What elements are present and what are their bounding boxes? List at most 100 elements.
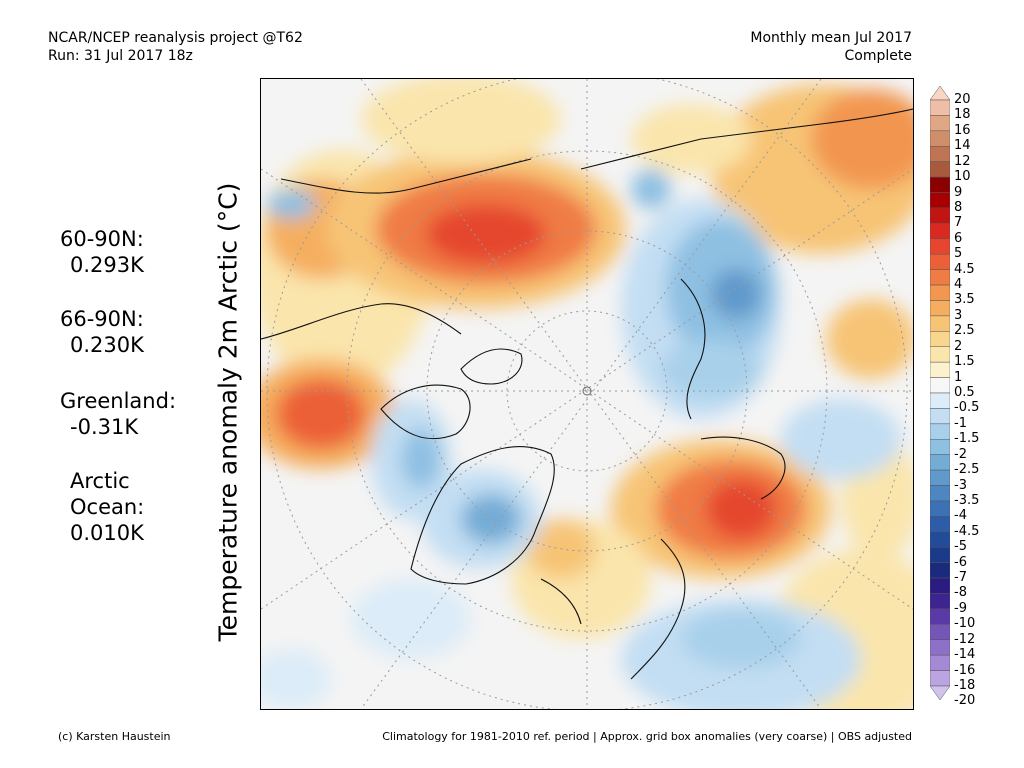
- colorbar-tick-label: 16: [954, 122, 971, 138]
- y-axis-label: Temperature anomaly 2m Arctic (°C): [213, 182, 243, 642]
- colorbar-segment: [930, 176, 950, 193]
- stat-66-90n: 66-90N: 0.230K: [60, 306, 144, 358]
- colorbar-tick-label: 6: [954, 230, 963, 246]
- colorbar-tick-label: -7: [954, 570, 967, 586]
- cold-anomaly-region: [631, 169, 671, 209]
- cold-anomaly-region: [261, 649, 331, 709]
- colorbar-tick-label: 12: [954, 153, 971, 169]
- cold-anomaly-region: [266, 189, 316, 219]
- colorbar-segment: [930, 361, 950, 378]
- colorbar-segment: [930, 408, 950, 425]
- arctic-archipelago-coast: [380, 384, 471, 440]
- colorbar-tick-label: -0.5: [954, 400, 980, 416]
- colorbar-segment: [930, 670, 950, 687]
- colorbar-segment: [930, 331, 950, 347]
- colorbar-tick-label: -2: [954, 446, 967, 462]
- colorbar-tick-label: 0.5: [954, 385, 975, 400]
- colorbar-segment: [930, 624, 950, 640]
- north-america-coast: [261, 303, 462, 340]
- colorbar-segment: [930, 469, 950, 486]
- period-title: Monthly mean Jul 2017: [750, 30, 912, 46]
- cold-anomaly-region: [711, 269, 761, 319]
- greenland-coast: [410, 446, 555, 585]
- colorbar-segment: [930, 439, 950, 455]
- colorbar-tick-label: -10: [954, 616, 976, 632]
- colorbar-segment: [930, 577, 950, 594]
- colorbar-tick-label: -8: [954, 585, 967, 601]
- colorbar-segment: [930, 161, 950, 178]
- colorbar-segment: [930, 346, 950, 363]
- colorbar-tick-label: 8: [954, 199, 963, 215]
- colorbar-segment: [930, 115, 950, 132]
- stat-label: Greenland:: [60, 389, 177, 413]
- siberia-coast: [580, 108, 913, 170]
- colorbar-segment: [930, 130, 950, 147]
- anomaly-map: [260, 78, 914, 710]
- colorbar-tick-label: -14: [954, 647, 976, 663]
- colorbar: [930, 86, 950, 700]
- header-left: NCAR/NCEP reanalysis project @T62 Run: 3…: [48, 29, 303, 65]
- colorbar-tick-label: -6: [954, 554, 967, 570]
- colorbar-segment: [930, 377, 950, 394]
- colorbar-segment: [930, 500, 950, 517]
- colorbar-segment: [930, 562, 950, 579]
- footer-note: Climatology for 1981-2010 ref. period | …: [382, 730, 912, 743]
- iceland-coast: [540, 578, 582, 625]
- siberia-coast: [680, 278, 706, 420]
- colorbar-tick-label: 3.5: [954, 292, 975, 308]
- colorbar-tick-label: -20: [954, 693, 976, 709]
- colorbar-segment: [930, 99, 950, 116]
- colorbar-tick-label: -1: [954, 415, 967, 431]
- colorbar-segment: [930, 531, 950, 548]
- cold-anomaly-region: [781, 399, 901, 479]
- stat-label: 60-90N:: [60, 227, 144, 251]
- graticule: [261, 79, 913, 709]
- colorbar-tick-label: -1.5: [954, 431, 980, 447]
- colorbar-segment: [930, 593, 950, 610]
- colorbar-tick-label: -9: [954, 600, 967, 616]
- colorbar-tick-label: -12: [954, 631, 976, 647]
- warm-anomaly-region: [361, 79, 561, 164]
- colorbar-tick-label: -16: [954, 662, 976, 678]
- cold-anomaly-region: [661, 339, 761, 399]
- colorbar-tick-label: -4: [954, 508, 967, 524]
- colorbar-segment: [930, 685, 950, 700]
- stat-label: Arctic: [70, 469, 130, 493]
- stat-value: -0.31K: [70, 415, 139, 439]
- stat-arctic-ocean: Arctic Ocean: 0.010K: [70, 468, 144, 546]
- colorbar-tick-label: 3: [954, 307, 963, 323]
- colorbar-tick-label: 7: [954, 215, 963, 231]
- warm-anomaly-region: [706, 479, 776, 539]
- colorbar-segment: [930, 269, 950, 286]
- run-time: Run: 31 Jul 2017 18z: [48, 48, 193, 64]
- north-pole-marker: [582, 386, 592, 396]
- header-right: Monthly mean Jul 2017 Complete: [750, 29, 912, 65]
- cold-anomaly-region: [681, 609, 801, 669]
- colorbar-segment: [930, 238, 950, 255]
- colorbar-tick-label: 18: [954, 107, 971, 123]
- stat-label-2: Ocean:: [70, 495, 145, 519]
- stat-60-90n: 60-90N: 0.293K: [60, 226, 144, 278]
- colorbar-segment: [930, 207, 950, 224]
- colorbar-tick-label: -2.5: [954, 462, 980, 478]
- status-text: Complete: [844, 48, 912, 64]
- colorbar-tick-label: 1.5: [954, 354, 975, 370]
- colorbar-tick-label: 1: [954, 369, 963, 385]
- colorbar-segment: [930, 315, 950, 332]
- coastlines: [261, 108, 913, 680]
- colorbar-tick-label: 4.5: [954, 261, 975, 277]
- colorbar-tick-label: 4: [954, 277, 963, 293]
- colorbar-segment: [930, 516, 950, 533]
- colorbar-segment: [930, 86, 950, 101]
- colorbar-segment: [930, 192, 950, 209]
- alaska-coast: [280, 158, 532, 194]
- cold-anomaly-region: [351, 579, 471, 659]
- stat-value: 0.230K: [70, 333, 144, 357]
- project-title: NCAR/NCEP reanalysis project @T62: [48, 30, 303, 46]
- warm-anomaly-region: [276, 379, 366, 449]
- colorbar-segment: [930, 253, 950, 270]
- stat-value: 0.293K: [70, 253, 144, 277]
- colorbar-tick-label: 14: [954, 138, 971, 154]
- colorbar-segment: [930, 284, 950, 301]
- colorbar-tick-label: 5: [954, 246, 963, 262]
